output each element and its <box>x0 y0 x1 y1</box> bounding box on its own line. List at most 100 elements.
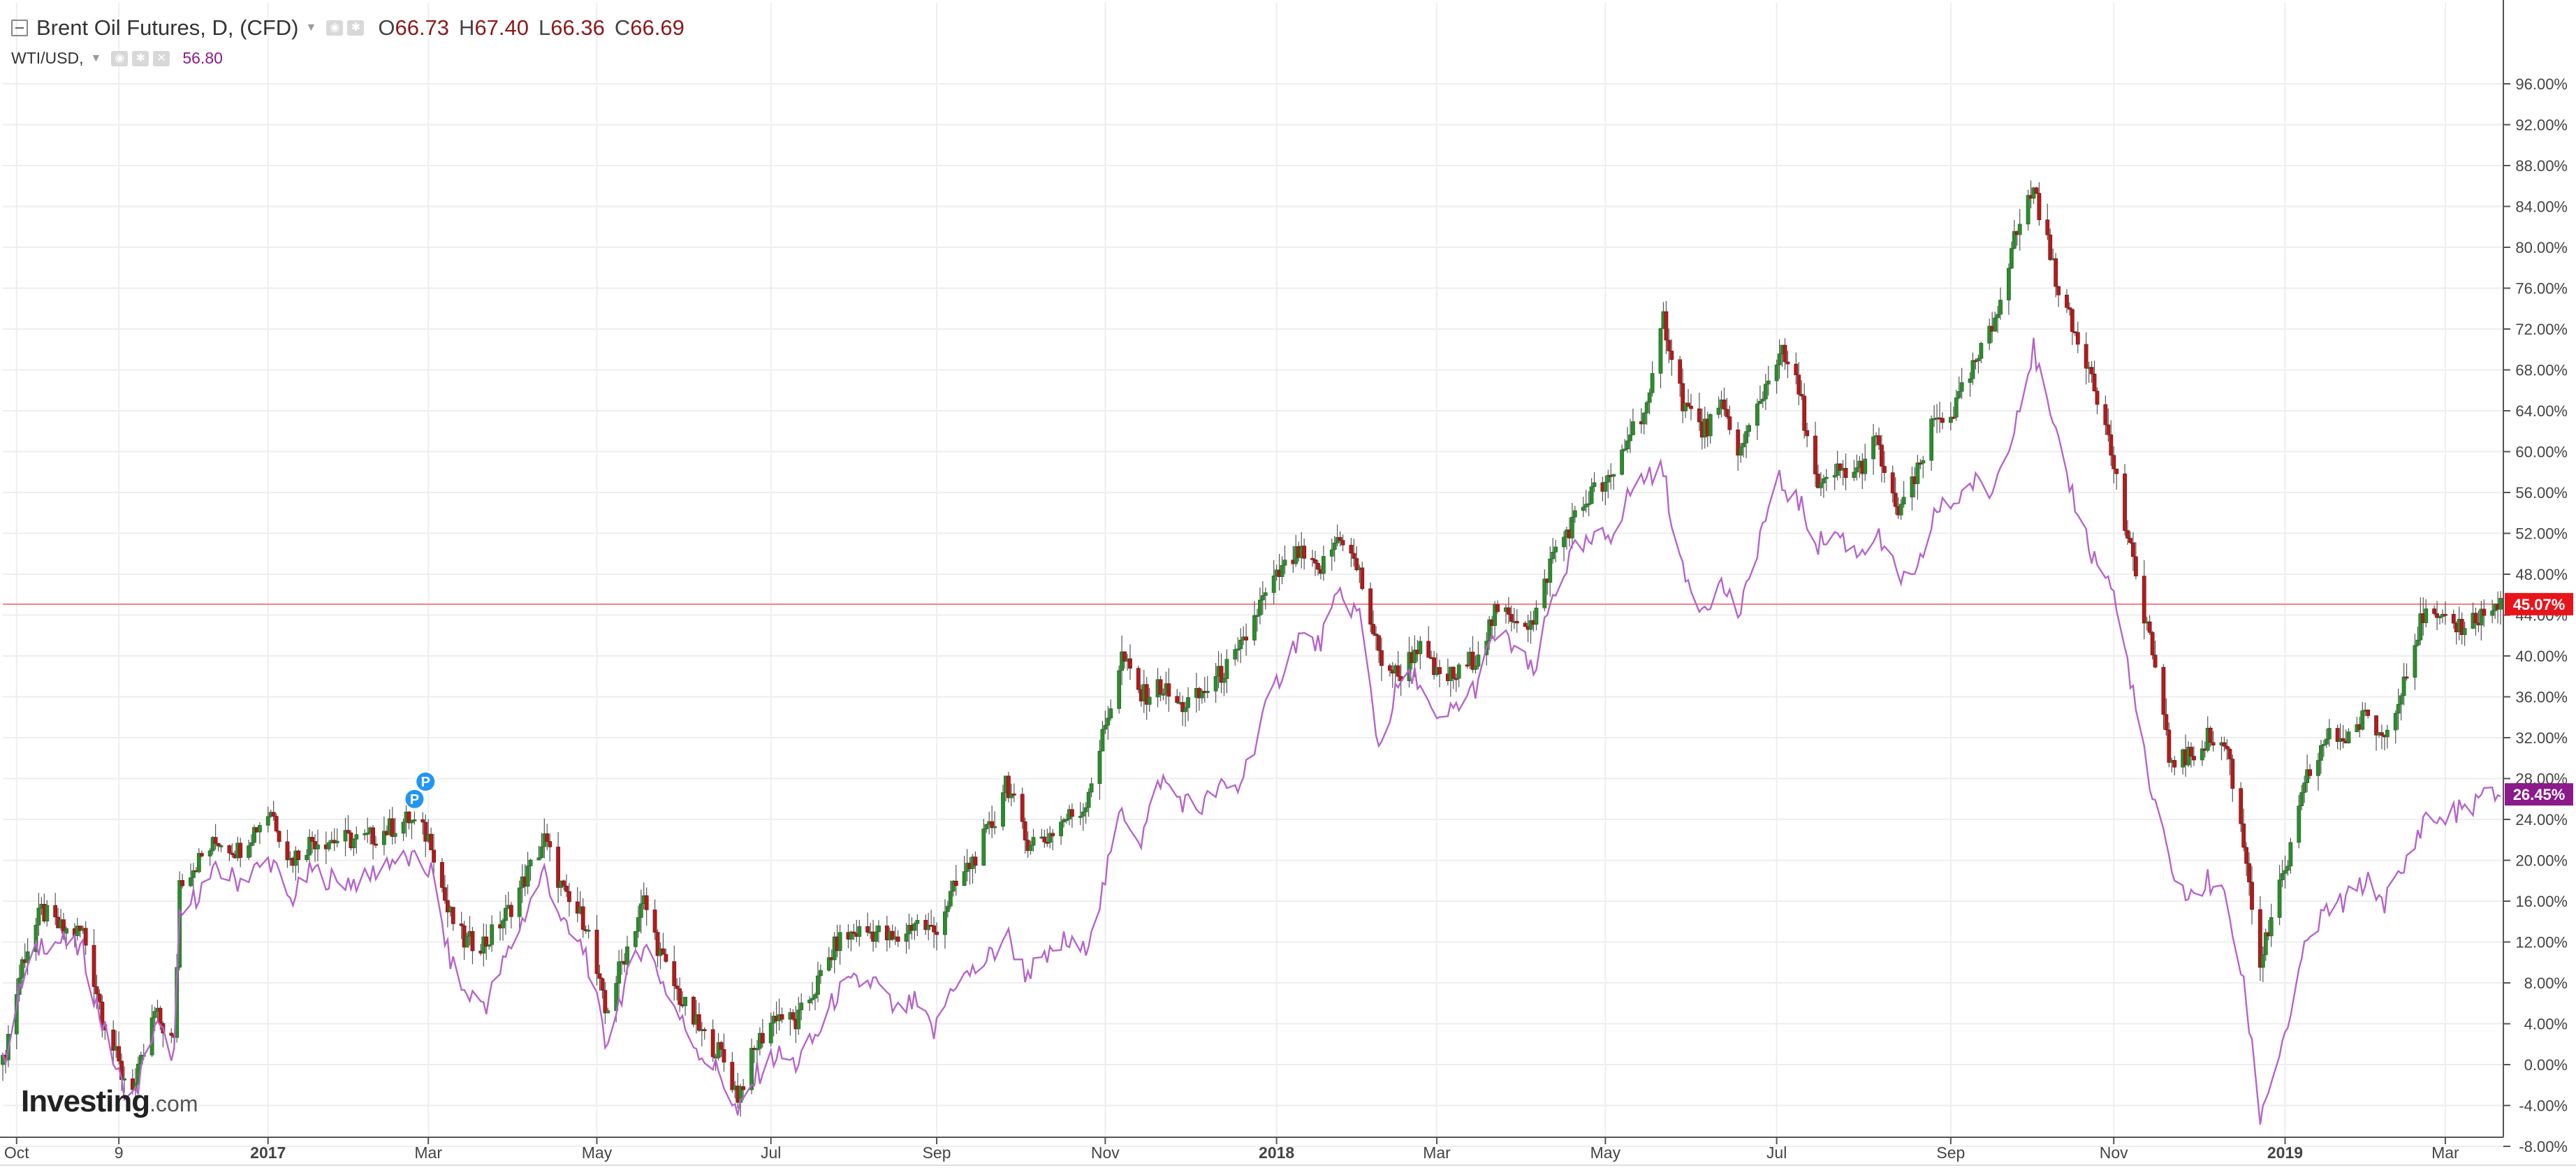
candle-body <box>564 885 569 892</box>
candle-body <box>586 929 591 932</box>
candle-body <box>2321 744 2326 746</box>
candle-body <box>1641 412 1646 425</box>
wti-compare-series <box>1 337 2501 1125</box>
candle-body <box>1819 483 1823 488</box>
candle-body <box>189 877 193 886</box>
candle-body <box>2277 879 2282 918</box>
candle-body <box>1280 565 1285 577</box>
candle-body <box>1380 650 1384 666</box>
candle-body <box>652 910 657 933</box>
candle-body <box>594 929 599 974</box>
eye-icon[interactable]: ◉ <box>326 20 344 36</box>
chevron-down-icon[interactable]: ▼ <box>305 22 317 34</box>
candle-body <box>722 1049 726 1063</box>
candle-body <box>730 1062 735 1090</box>
candle-body <box>2418 613 2423 641</box>
candle-body <box>528 859 533 866</box>
candle-body <box>122 1078 126 1081</box>
candle-body <box>935 931 939 935</box>
candle-body <box>1332 542 1337 550</box>
candle-body <box>1572 510 1577 518</box>
candle-body <box>2346 731 2351 743</box>
candle-body <box>1736 429 1741 455</box>
candle-body <box>1360 567 1365 590</box>
candle-body <box>423 822 428 842</box>
candle-body <box>219 845 224 847</box>
compare-series-value: 56.80 <box>182 49 223 67</box>
candle-body <box>675 985 680 989</box>
candle-body <box>2225 746 2230 750</box>
candle-body <box>536 857 541 861</box>
candle-body <box>83 928 88 946</box>
y-axis-tick-label: 56.00% <box>2515 484 2568 502</box>
candle-body <box>2065 295 2069 308</box>
candle-body <box>213 837 218 844</box>
x-axis-tick-label: Sep <box>923 1144 951 1162</box>
candle-body <box>508 905 513 917</box>
compare-series-title[interactable]: WTI/USD, <box>11 49 84 67</box>
candle-body <box>2161 666 2166 715</box>
chart-grid <box>3 3 2503 1147</box>
candle-body <box>169 1032 174 1036</box>
candle-body <box>1727 416 1732 430</box>
candle-body <box>1097 750 1102 784</box>
candle-body <box>504 907 508 921</box>
candle-body <box>75 926 80 936</box>
candle-body <box>2319 745 2323 761</box>
candle-body <box>487 944 492 947</box>
candle-body <box>1051 833 1055 837</box>
candle-body <box>1783 344 1787 363</box>
candle-body <box>1716 407 1721 415</box>
candle-body <box>20 959 24 979</box>
y-axis-tick-label: 12.00% <box>2515 934 2568 951</box>
candle-body <box>664 954 668 962</box>
candle-body <box>2269 917 2274 937</box>
y-axis-tick-label: -8.00% <box>2519 1138 2568 1155</box>
candle-body <box>1929 418 1934 461</box>
candle-body <box>2192 756 2196 761</box>
candle-body <box>1722 399 1727 410</box>
candle-body <box>826 957 831 971</box>
close-icon[interactable]: ✕ <box>153 50 170 66</box>
investing-logo[interactable]: Investing.com <box>21 1084 198 1119</box>
gear-icon[interactable]: ✱ <box>347 20 365 36</box>
candle-body <box>625 947 629 965</box>
candle-body <box>2308 769 2312 776</box>
main-series-legend: Brent Oil Futures, D, (CFD) ▼ ◉ ✱ O 66.73… <box>11 15 685 41</box>
candle-body <box>993 826 997 828</box>
candle-body <box>517 887 522 917</box>
candle-body <box>932 925 937 933</box>
eye-icon[interactable]: ◉ <box>111 50 129 66</box>
candle-body <box>890 930 895 940</box>
main-series-title[interactable]: Brent Oil Futures, D, (CFD) <box>36 15 299 40</box>
candle-body <box>545 833 550 842</box>
candle-body <box>196 853 201 873</box>
candle-body <box>617 961 622 984</box>
candle-body <box>606 1010 610 1014</box>
candle-body <box>1252 615 1257 641</box>
gear-icon[interactable]: ✱ <box>132 50 149 66</box>
candle-body <box>247 845 251 858</box>
candle-body <box>1799 394 1804 397</box>
candle-body <box>210 837 215 852</box>
candle-body <box>1760 398 1765 402</box>
candle-body <box>1412 650 1417 664</box>
candle-body <box>2222 742 2227 747</box>
chevron-down-icon[interactable]: ▼ <box>90 52 102 64</box>
candle-body <box>1377 635 1381 651</box>
collapse-legend-icon[interactable] <box>11 20 28 36</box>
candle-body <box>53 905 58 918</box>
candle-body <box>1418 641 1423 655</box>
candle-body <box>1031 837 1036 846</box>
candle-body <box>2413 645 2417 678</box>
candle-body <box>97 993 102 1002</box>
candle-body <box>1766 380 1771 385</box>
candle-body <box>2009 248 2014 269</box>
candle-body <box>2462 628 2467 635</box>
x-axis-tick-label: 9 <box>115 1144 124 1162</box>
candle-body <box>984 824 989 829</box>
candle-body <box>1456 664 1461 679</box>
candle-body <box>2123 473 2127 531</box>
candle-body <box>1136 668 1141 690</box>
